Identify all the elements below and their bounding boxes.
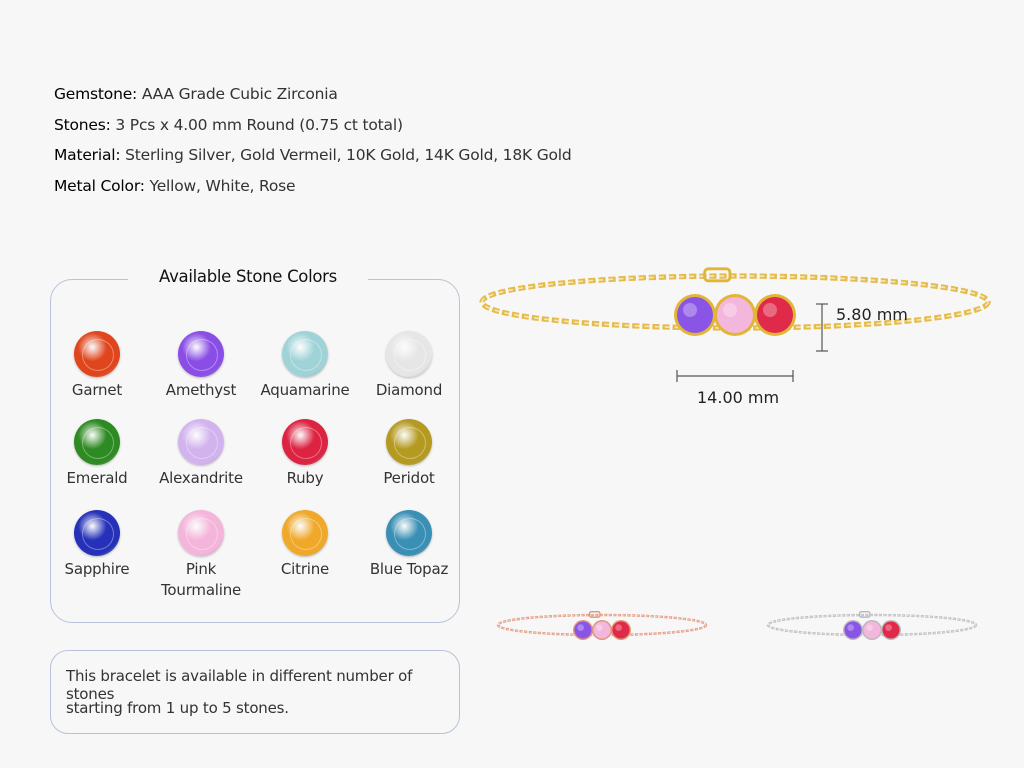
gem-swatch xyxy=(74,510,120,556)
stone-sparkle xyxy=(866,624,873,631)
spec-value: Yellow, White, Rose xyxy=(149,176,296,195)
clasp xyxy=(858,611,871,618)
stone-option: Citrine xyxy=(253,510,357,580)
stone-name: Ruby xyxy=(286,469,324,487)
bracelet-stone xyxy=(717,297,753,333)
spec-line: Material: Sterling Silver, Gold Vermeil,… xyxy=(54,146,572,164)
stone-option: Diamond xyxy=(357,331,461,401)
stone-name: Emerald xyxy=(66,469,128,487)
spec-value: 3 Pcs x 4.00 mm Round (0.75 ct total) xyxy=(115,115,403,134)
panel-title: Available Stone Colors xyxy=(128,267,368,286)
stone-name: Citrine xyxy=(280,560,330,578)
stone-option: Peridot xyxy=(357,419,461,489)
gem-swatch xyxy=(74,331,120,377)
note-line-2: starting from 1 up to 5 stones. xyxy=(66,699,289,717)
stone-name: Peridot xyxy=(383,469,435,487)
bracelet-stone xyxy=(757,297,793,333)
spec-label: Material: xyxy=(54,146,121,164)
gem-swatch xyxy=(178,419,224,465)
stone-sparkle xyxy=(847,624,854,631)
bracelet-stone xyxy=(612,621,630,639)
stone-name: Alexandrite xyxy=(159,469,243,487)
stone-sparkle xyxy=(577,624,584,631)
gem-swatch xyxy=(282,331,328,377)
stone-option: Amethyst xyxy=(149,331,253,401)
stone-name: Aquamarine xyxy=(260,381,350,399)
stone-sparkle xyxy=(683,303,697,317)
stone-option: Alexandrite xyxy=(149,419,253,489)
spec-label: Stones: xyxy=(54,115,111,134)
gem-swatch xyxy=(386,419,432,465)
stone-option: Blue Topaz xyxy=(357,510,461,580)
stone-sparkle xyxy=(723,303,737,317)
spec-label: Gemstone: xyxy=(54,85,138,103)
bracelet-stone xyxy=(574,621,592,639)
stone-option: Pink Tourmaline xyxy=(149,510,253,601)
spec-line: Stones: 3 Pcs x 4.00 mm Round (0.75 ct t… xyxy=(54,116,403,134)
stone-name: Amethyst xyxy=(165,381,237,399)
bracelet-stone xyxy=(863,621,881,639)
gem-swatch xyxy=(282,510,328,556)
stone-sparkle xyxy=(615,624,622,631)
stone-name: Sapphire xyxy=(64,560,130,578)
stone-count-note: This bracelet is available in different … xyxy=(50,650,460,734)
gem-swatch xyxy=(178,510,224,556)
gem-swatch xyxy=(178,331,224,377)
spec-value: AAA Grade Cubic Zirconia xyxy=(141,85,338,103)
clasp xyxy=(588,611,601,618)
note-line-1: This bracelet is available in different … xyxy=(66,667,413,703)
chain-highlight xyxy=(497,614,707,636)
gem-swatch xyxy=(282,419,328,465)
stone-option: Sapphire xyxy=(45,510,149,580)
stone-option: Garnet xyxy=(45,331,149,401)
gem-swatch xyxy=(386,510,432,556)
stone-option: Ruby xyxy=(253,419,357,489)
stone-option: Emerald xyxy=(45,419,149,489)
stone-name: Pink Tourmaline xyxy=(161,560,242,599)
chain-highlight xyxy=(481,275,989,329)
gem-swatch xyxy=(386,331,432,377)
bracelet-stone xyxy=(677,297,713,333)
stone-name: Blue Topaz xyxy=(369,560,449,578)
spec-label: Metal Color: xyxy=(54,176,145,195)
clasp xyxy=(703,267,732,283)
stone-sparkle xyxy=(596,624,603,631)
stone-name: Diamond xyxy=(375,381,443,399)
height-dimension-label: 5.80 mm xyxy=(836,305,908,324)
stone-sparkle xyxy=(763,303,777,317)
stone-sparkle xyxy=(885,624,892,631)
bracelet-stone xyxy=(844,621,862,639)
bracelet-stone xyxy=(593,621,611,639)
spec-line: Metal Color: Yellow, White, Rose xyxy=(54,176,296,195)
width-dimension-label: 14.00 mm xyxy=(697,388,780,407)
spec-value: Sterling Silver, Gold Vermeil, 10K Gold,… xyxy=(125,146,572,164)
stone-option: Aquamarine xyxy=(253,331,357,401)
bracelet-stone xyxy=(882,621,900,639)
stone-name: Garnet xyxy=(71,381,123,399)
gem-swatch xyxy=(74,419,120,465)
chain-highlight xyxy=(767,614,977,636)
spec-line: Gemstone: AAA Grade Cubic Zirconia xyxy=(54,85,338,103)
